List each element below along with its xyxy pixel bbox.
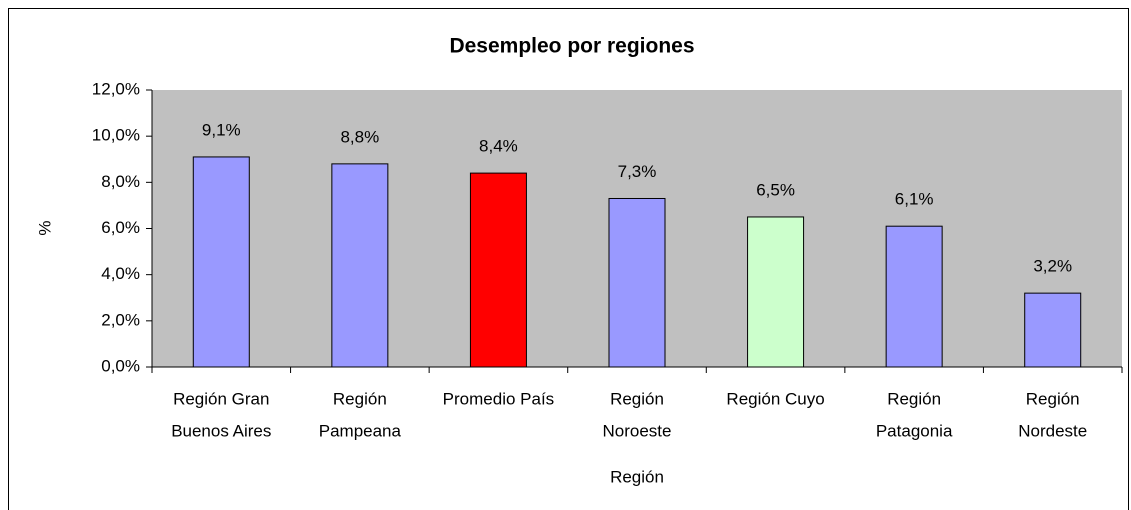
y-axis-label: % (35, 220, 54, 235)
x-tick-label: Región (610, 389, 664, 408)
x-tick-label: Patagonia (876, 421, 953, 440)
y-tick-label: 8,0% (101, 172, 140, 191)
y-tick-label: 2,0% (101, 310, 140, 329)
x-tick-label: Región Gran (173, 389, 269, 408)
data-label: 6,5% (756, 180, 795, 199)
data-label: 8,8% (340, 127, 379, 146)
x-tick-label: Noroeste (603, 421, 672, 440)
x-tick-label: Promedio País (443, 389, 555, 408)
data-label: 6,1% (895, 190, 934, 209)
chart-title: Desempleo por regiones (449, 35, 694, 58)
data-label: 8,4% (479, 137, 518, 156)
bar (331, 163, 389, 368)
x-tick-label: Región (333, 389, 387, 408)
bar (192, 156, 250, 368)
y-tick-label: 10,0% (92, 126, 140, 145)
y-tick-label: 6,0% (101, 218, 140, 237)
data-label: 9,1% (202, 120, 241, 139)
bar (747, 216, 805, 368)
x-axis-label: Región (610, 467, 664, 486)
x-tick-label: Pampeana (319, 421, 402, 440)
x-tick-label: Región (887, 389, 941, 408)
data-label: 7,3% (618, 162, 657, 181)
y-tick-label: 4,0% (101, 264, 140, 283)
bar (469, 172, 527, 368)
x-tick-label: Región (1026, 389, 1080, 408)
y-tick-label: 12,0% (92, 79, 140, 98)
bar (885, 225, 943, 368)
bar (1024, 292, 1082, 368)
x-tick-label: Buenos Aires (171, 421, 271, 440)
y-tick-label: 0,0% (101, 356, 140, 375)
bar (608, 197, 666, 368)
x-tick-label: Nordeste (1018, 421, 1087, 440)
data-label: 3,2% (1033, 257, 1072, 276)
x-tick-label: Región Cuyo (726, 389, 824, 408)
